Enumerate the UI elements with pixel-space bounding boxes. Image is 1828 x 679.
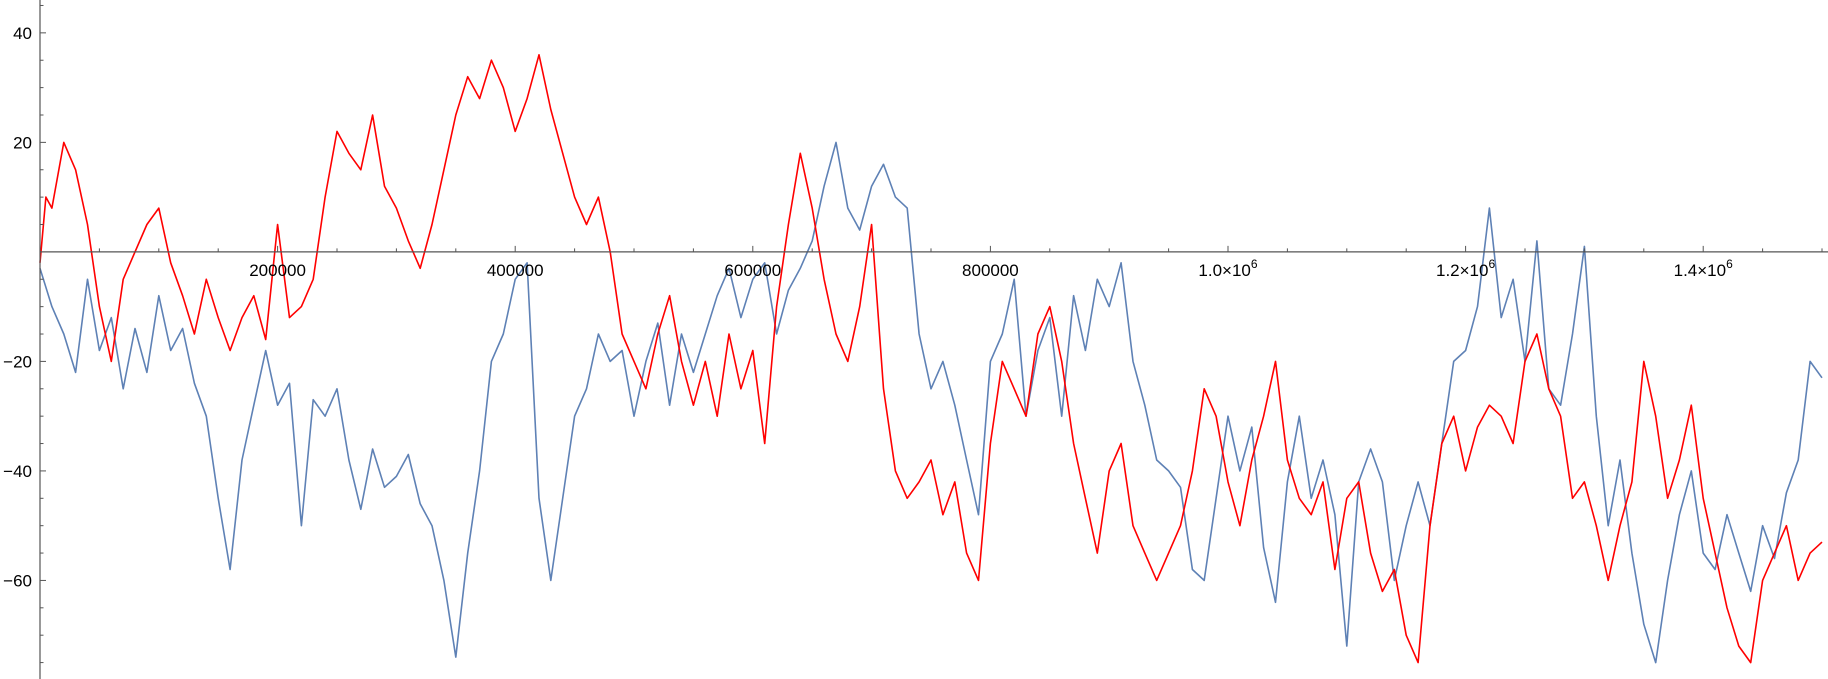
y-ticks: 40 20 −20 −40 −60 <box>3 4 46 664</box>
y-tick-label: −60 <box>3 571 32 590</box>
series-line-1 <box>39 54 1823 664</box>
x-tick-label: 1.4×106 <box>1674 257 1733 280</box>
y-tick-label: −40 <box>3 462 32 481</box>
x-tick-label: 200000 <box>249 261 306 280</box>
x-tick-label: 400000 <box>487 261 544 280</box>
x-ticks: 200000 400000 600000 800000 1.0×106 1.2×106 1.… <box>98 245 1823 280</box>
x-tick-label: 1.2×106 <box>1436 257 1495 280</box>
x-tick-label: 600000 <box>724 261 781 280</box>
axes-layer: 200000 400000 600000 800000 1.0×106 1.2×106 1.… <box>3 0 1828 679</box>
x-tick-label: 1.0×106 <box>1198 257 1257 280</box>
x-tick-label: 800000 <box>962 261 1019 280</box>
y-tick-label: 40 <box>13 24 32 43</box>
series-layer <box>39 54 1823 664</box>
y-tick-label: −20 <box>3 352 32 371</box>
y-tick-label: 20 <box>13 133 32 152</box>
